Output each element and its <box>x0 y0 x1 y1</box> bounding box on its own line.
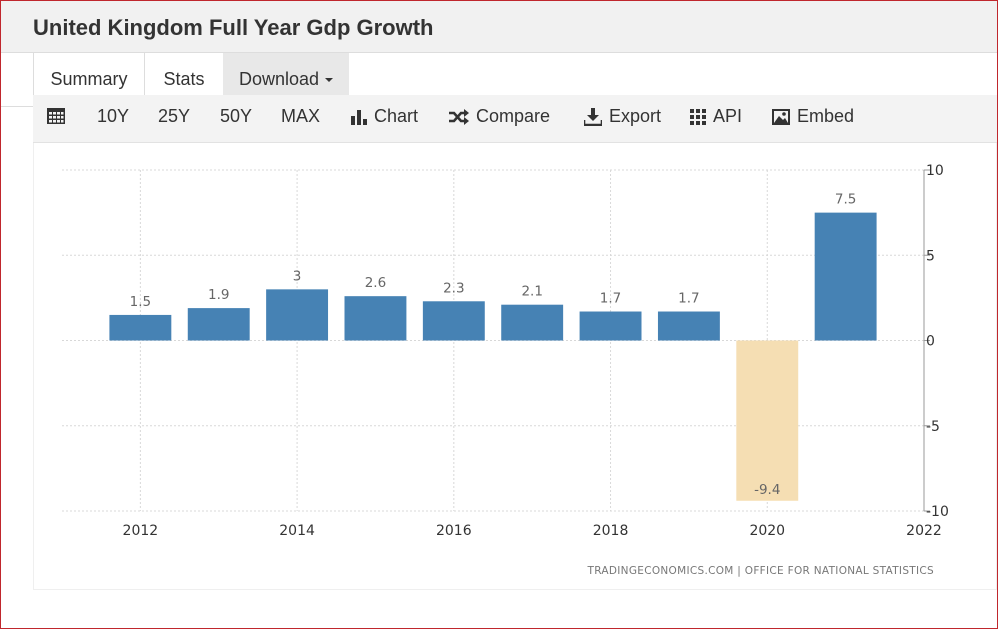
bar-2017[interactable] <box>501 304 564 341</box>
compare-label: Compare <box>476 106 551 126</box>
download-label: Download <box>238 69 320 89</box>
range-10y-button[interactable]: 10Y <box>97 106 130 126</box>
bar-value-label: 1.7 <box>600 291 621 307</box>
range-25y-button[interactable]: 25Y <box>158 106 191 126</box>
image-icon <box>772 108 790 125</box>
chart-label: Chart <box>374 106 419 126</box>
bar-value-label: 7.5 <box>835 192 856 208</box>
embed-button[interactable]: Embed <box>772 106 854 127</box>
y-tick-label: -10 <box>926 504 949 520</box>
bar-value-label: -9.4 <box>754 482 780 498</box>
chart-source: TRADINGECONOMICS.COM | OFFICE FOR NATION… <box>587 565 934 577</box>
page-title: United Kingdom Full Year Gdp Growth <box>33 15 434 40</box>
y-tick-label: 0 <box>926 334 935 350</box>
chart-toolbar: 10Y 25Y 50Y MAX Chart Compare Export <box>33 95 997 143</box>
gdp-growth-chart: 1.5 1.9 3 2.6 2.3 2.1 1.7 1.7 -9.4 7.5 10 5 0 -5 -10 2… <box>62 163 949 577</box>
bar-value-label: 1.5 <box>130 294 151 310</box>
embed-label: Embed <box>797 106 855 126</box>
bar-value-label: 3 <box>293 268 302 284</box>
x-tick-label: 2018 <box>593 523 629 539</box>
bar-value-label: 1.7 <box>678 291 699 307</box>
compare-button[interactable]: Compare <box>449 106 550 127</box>
chart-bars: 1.5 1.9 3 2.6 2.3 2.1 1.7 1.7 -9.4 7.5 <box>109 192 877 501</box>
download-icon <box>584 107 602 126</box>
y-tick-label: 5 <box>926 248 935 264</box>
bar-2013[interactable] <box>187 308 250 341</box>
bar-value-label: 2.6 <box>365 275 386 291</box>
bar-2019[interactable] <box>657 311 720 341</box>
bar-2015[interactable] <box>344 296 407 341</box>
bar-value-label: 2.1 <box>521 284 542 300</box>
bar-2014[interactable] <box>266 289 329 341</box>
tab-stats[interactable]: Stats <box>163 69 205 89</box>
y-tick-label: 10 <box>926 163 944 179</box>
x-tick-label: 2016 <box>436 523 472 539</box>
shuffle-icon <box>449 108 469 125</box>
bar-2020[interactable] <box>736 340 799 501</box>
bar-value-label: 2.3 <box>443 280 464 296</box>
bar-value-label: 1.9 <box>208 287 229 303</box>
y-tick-label: -5 <box>926 419 940 435</box>
calendar-icon <box>47 108 65 124</box>
export-label: Export <box>609 106 662 126</box>
caret-down-icon <box>325 78 334 83</box>
bar-2012[interactable] <box>109 314 172 341</box>
range-50y-button[interactable]: 50Y <box>220 106 253 126</box>
calendar-button[interactable] <box>47 108 65 124</box>
x-tick-label: 2020 <box>749 523 785 539</box>
x-tick-label: 2014 <box>279 523 315 539</box>
export-button[interactable]: Export <box>584 106 661 127</box>
bar-2021[interactable] <box>814 212 877 341</box>
api-label: API <box>713 106 743 126</box>
chart-container: 1.5 1.9 3 2.6 2.3 2.1 1.7 1.7 -9.4 7.5 10 5 0 -5 -10 2… <box>33 143 997 590</box>
range-max-button[interactable]: MAX <box>281 106 321 126</box>
bar-2016[interactable] <box>422 301 485 341</box>
x-tick-label: 2022 <box>906 523 942 539</box>
grid-icon <box>690 108 706 125</box>
chart-axes: 10 5 0 -5 -10 2012 2014 2016 2018 2020 2022 <box>123 163 949 539</box>
api-button[interactable]: API <box>690 106 742 127</box>
header: United Kingdom Full Year Gdp Growth <box>1 1 997 53</box>
x-tick-label: 2012 <box>123 523 159 539</box>
bar-2018[interactable] <box>579 311 642 341</box>
chart-type-button[interactable]: Chart <box>351 106 418 127</box>
bar-chart-icon <box>351 109 367 125</box>
